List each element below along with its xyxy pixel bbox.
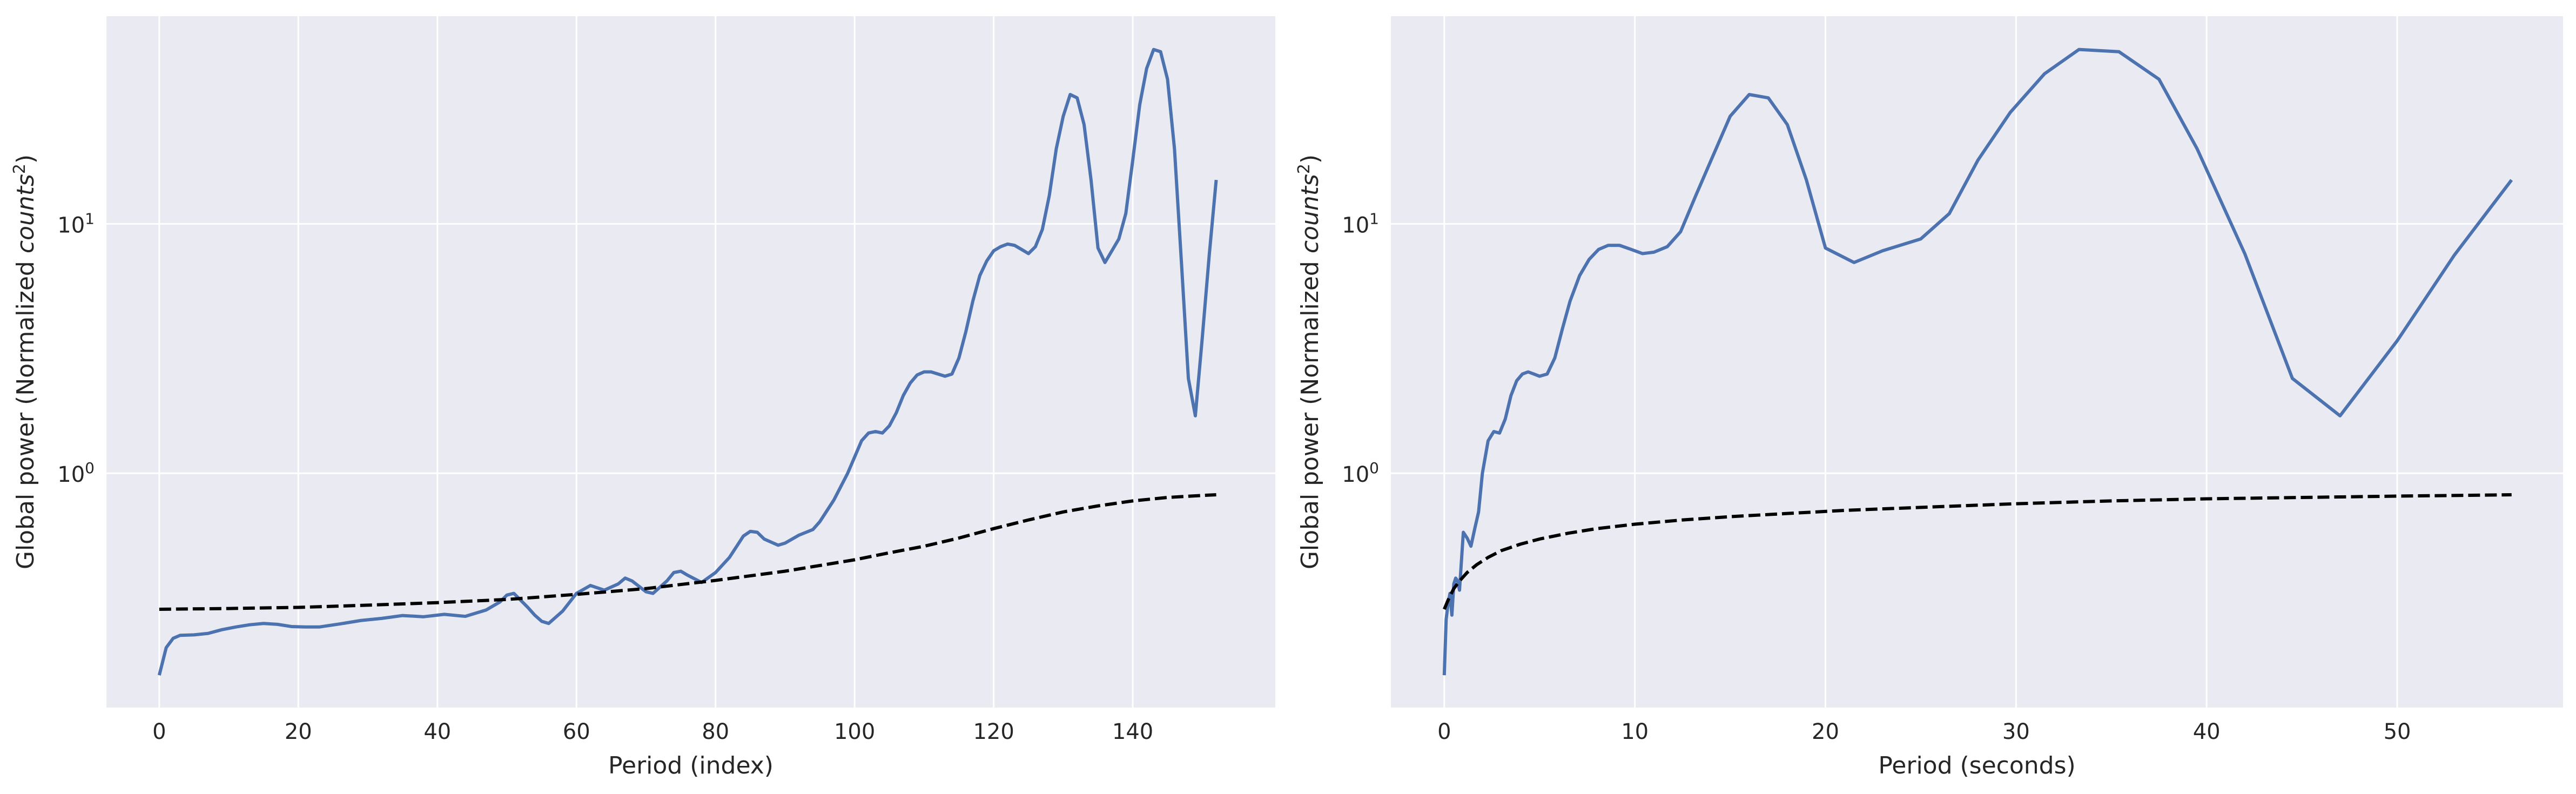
plot-background: [1391, 16, 2563, 708]
y-tick-label: 100: [1342, 459, 1379, 487]
x-tick-label: 50: [2384, 719, 2411, 744]
y-axis-label: Global power (Normalized counts2): [1295, 154, 1324, 569]
significance-line: [1443, 493, 2512, 610]
x-axis-label: Period (index): [608, 752, 774, 779]
plot-background: [106, 16, 1275, 708]
significance-line: [159, 493, 1216, 611]
x-tick-label: 60: [563, 719, 590, 744]
x-tick-label: 140: [1112, 719, 1153, 744]
y-axis-label: Global power (Normalized counts2): [10, 154, 39, 569]
x-tick-label: 80: [702, 719, 729, 744]
y-tick-label: 100: [57, 459, 95, 487]
x-tick-label: 30: [2002, 719, 2030, 744]
x-tick-label: 40: [423, 719, 451, 744]
chart-panel-2: 0 10 20 30 40 50 100 101 Period (seconds) Global …: [1295, 16, 2563, 779]
x-tick-label: 0: [152, 719, 166, 744]
x-tick-label: 100: [834, 719, 875, 744]
y-tick-label: 101: [1342, 210, 1379, 238]
x-tick-label: 10: [1621, 719, 1649, 744]
x-tick-label: 40: [2193, 719, 2221, 744]
power-line: [157, 48, 1218, 676]
x-axis-label: Period (seconds): [1878, 752, 2075, 779]
x-tick-label: 0: [1437, 719, 1451, 744]
x-tick-label: 20: [1812, 719, 1839, 744]
x-tick-label: 120: [973, 719, 1014, 744]
power-line: [1442, 48, 2513, 676]
chart-panel-1: 0 20 40 60 80 100 120 140 100 101 Period (index) Gl…: [10, 16, 1275, 779]
x-tick-label: 20: [285, 719, 312, 744]
y-tick-label: 101: [57, 210, 95, 238]
